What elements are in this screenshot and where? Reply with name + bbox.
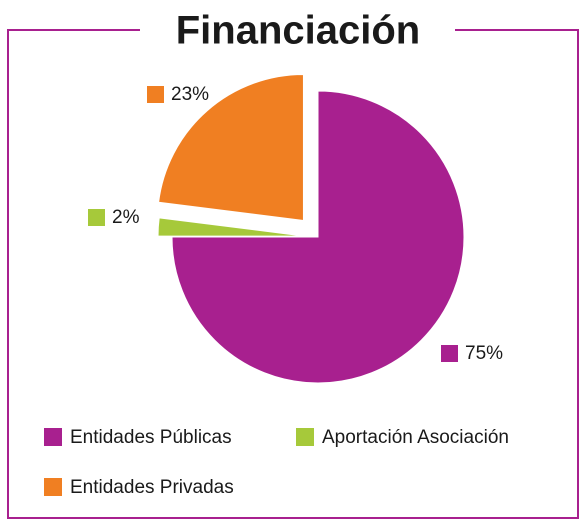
chart-title: Financiación xyxy=(176,9,421,53)
frame xyxy=(7,29,579,519)
legend-swatch xyxy=(44,478,62,496)
legend-label: Entidades Privadas xyxy=(70,477,234,498)
legend-label: Entidades Públicas xyxy=(70,427,232,448)
legend-swatch xyxy=(44,428,62,446)
data-label: 75% xyxy=(465,343,503,364)
label-swatch xyxy=(88,209,105,226)
data-label: 2% xyxy=(112,207,140,228)
legend-label: Aportación Asociación xyxy=(322,427,509,448)
pie-slice xyxy=(157,217,305,237)
pie-slice xyxy=(171,90,465,384)
data-label: 23% xyxy=(171,84,209,105)
label-swatch xyxy=(441,345,458,362)
pie-slice xyxy=(158,73,304,222)
legend-swatch xyxy=(296,428,314,446)
label-swatch xyxy=(147,86,164,103)
